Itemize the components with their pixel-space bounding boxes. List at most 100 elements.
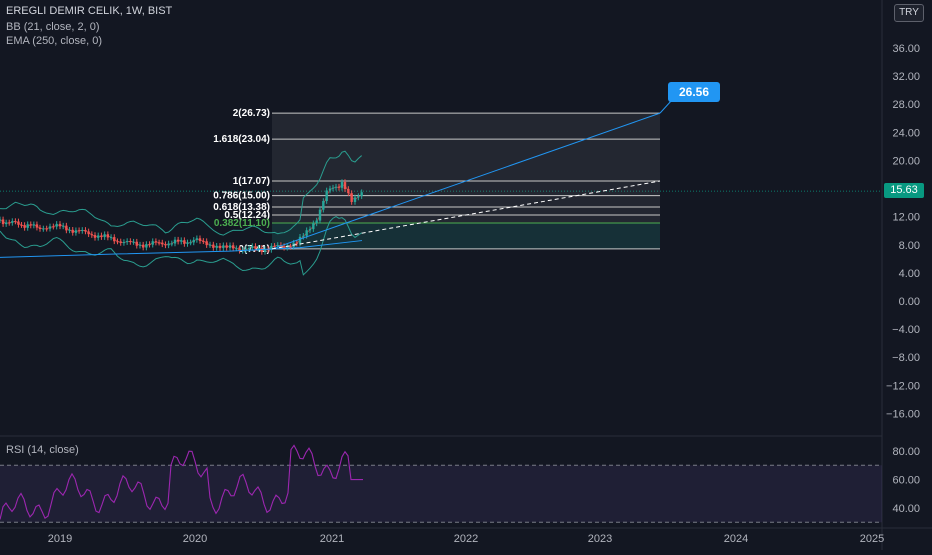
candle-body (263, 249, 267, 252)
bollinger-lower-band (0, 215, 362, 276)
currency-button[interactable]: TRY (894, 4, 924, 22)
rsi-tick-label: 60.00 (892, 475, 920, 487)
price-tick-label: 20.00 (892, 155, 920, 167)
last-price-tag: 15.63 (884, 183, 924, 198)
candle-body (26, 224, 29, 228)
price-tick-label: 32.00 (892, 71, 920, 83)
candle-body (343, 182, 347, 190)
candle-body (173, 239, 177, 244)
target-trendline (271, 112, 661, 250)
candle-body (302, 235, 305, 237)
candle-body (68, 229, 71, 231)
candle-body (17, 221, 20, 225)
rsi-line (0, 444, 363, 520)
candle-body (222, 245, 225, 249)
target-connector (659, 99, 673, 114)
candle-body (312, 223, 315, 230)
candle-body (138, 244, 142, 246)
time-tick-label: 2024 (724, 533, 748, 545)
fib-level-label: 0.5(12.24) (224, 210, 270, 221)
candle-body (148, 244, 151, 246)
fib-level-label: 1.618(23.04) (213, 134, 270, 145)
candle-body (202, 240, 205, 242)
candle-body (161, 242, 164, 245)
candle-body (251, 246, 254, 249)
candle-body (0, 219, 2, 221)
candle-body (334, 186, 338, 188)
candle-body (176, 239, 180, 242)
candle-body (8, 222, 11, 224)
candle-body (353, 197, 357, 202)
ema-indicator-legend[interactable]: EMA (250, close, 0) (6, 35, 102, 47)
candle-body (90, 234, 94, 236)
fib-level-label: 0.786(15.00) (213, 191, 270, 202)
candle-body (145, 244, 148, 248)
candle-body (322, 201, 325, 210)
candle-body (106, 234, 110, 238)
candle-body (276, 245, 279, 247)
rsi-tick-label: 80.00 (892, 446, 920, 458)
rsi-band (0, 465, 882, 523)
rsi-tick-label: 40.00 (892, 503, 920, 515)
candle-body (238, 248, 241, 251)
fib-zone-upper (272, 113, 660, 223)
candle-body (116, 241, 119, 243)
candle-body (270, 245, 273, 250)
candle-body (212, 244, 215, 248)
fib-zone-lower (272, 222, 660, 249)
time-tick-label: 2025 (860, 533, 884, 545)
candle-body (132, 241, 135, 243)
candle-body (244, 248, 248, 251)
candle-body (129, 241, 132, 243)
candle-body (42, 228, 45, 230)
candle-body (215, 245, 218, 248)
time-tick-label: 2023 (588, 533, 612, 545)
symbol-title: EREGLI DEMIR CELIK, 1W, BIST (6, 5, 173, 17)
candle-body (282, 246, 286, 248)
candle-body (157, 242, 161, 244)
candle-body (81, 229, 84, 231)
bollinger-upper-band (0, 150, 362, 236)
candle-body (225, 245, 228, 248)
candle-body (113, 237, 116, 242)
candle-body (180, 240, 183, 242)
candle-body (35, 224, 39, 228)
price-tick-label: 12.00 (892, 212, 920, 224)
candle-body (228, 245, 232, 248)
candle-body (167, 243, 170, 246)
candle-body (103, 234, 106, 238)
candle-body (357, 196, 360, 198)
candle-body (55, 223, 58, 227)
candle-body (84, 229, 87, 232)
candle-body (14, 221, 17, 223)
candle-body (305, 230, 308, 236)
candle-body (48, 226, 52, 229)
target-price-label[interactable]: 26.56 (668, 82, 720, 102)
candle-body (273, 245, 276, 247)
candle-body (350, 193, 353, 202)
candle-body (135, 241, 138, 246)
candle-body (93, 235, 97, 238)
time-tick-label: 2021 (320, 533, 344, 545)
candle-body (205, 241, 208, 246)
price-tick-label: −4.00 (892, 324, 920, 336)
candle-body (58, 223, 62, 227)
candle-body (52, 226, 55, 228)
candle-body (65, 225, 68, 231)
candle-body (74, 230, 78, 233)
candle-body (122, 242, 126, 244)
candle-body (154, 241, 158, 243)
price-tick-label: −8.00 (892, 352, 920, 364)
dashed-trendline (271, 180, 661, 250)
price-tick-label: 4.00 (899, 268, 920, 280)
candle-body (231, 245, 235, 249)
candle-body (254, 246, 257, 249)
rsi-legend[interactable]: RSI (14, close) (6, 444, 79, 456)
bb-indicator-legend[interactable]: BB (21, close, 2, 0) (6, 21, 100, 33)
candle-body (4, 222, 8, 225)
candle-body (198, 238, 202, 241)
price-tick-label: 0.00 (899, 296, 920, 308)
price-tick-label: −12.00 (886, 380, 920, 392)
